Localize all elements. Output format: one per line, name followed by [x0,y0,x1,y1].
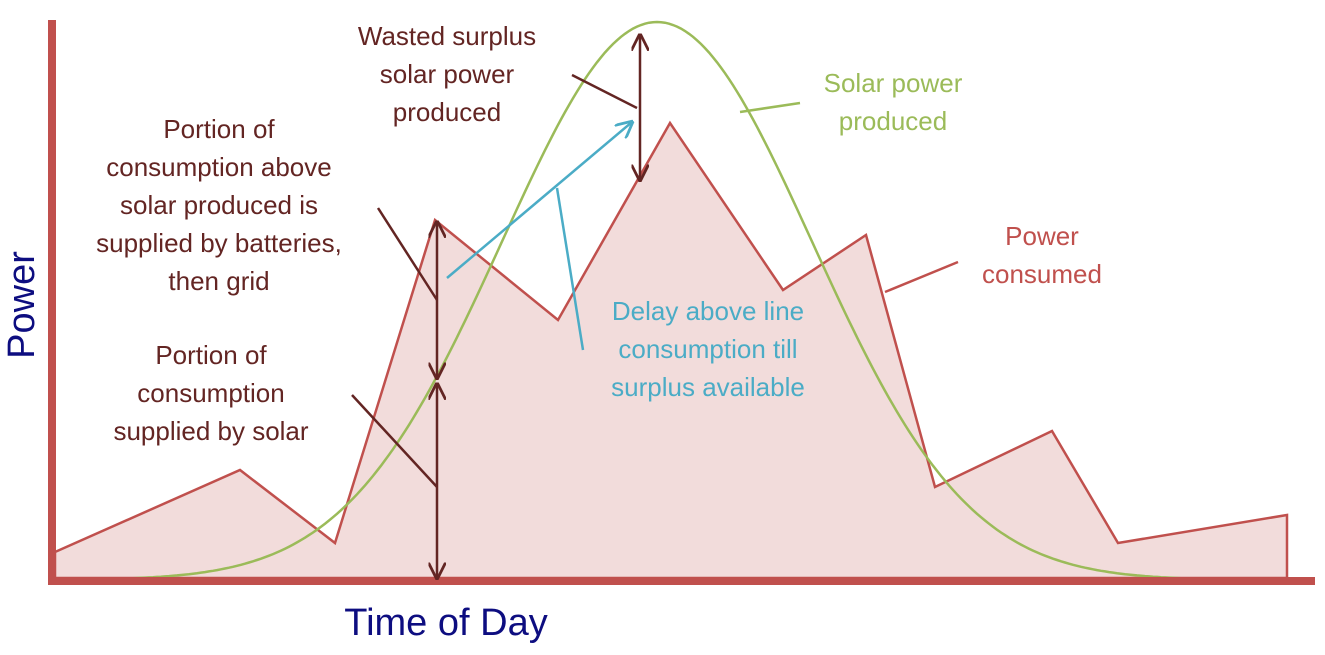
leader [571,73,638,110]
annotation-line: supplied by batteries, [96,228,342,258]
leader [555,187,585,351]
annotation-line: consumption [137,378,284,408]
annotation-line: consumption till [618,334,797,364]
annotation-line: solar produced is [120,190,318,220]
annotation-line: surplus available [611,372,805,402]
leader [884,260,959,294]
leader [376,207,439,301]
annotation-line: produced [393,97,501,127]
consumption-area [53,120,1289,580]
leader [351,394,438,488]
annotation-line: Power [1005,221,1079,251]
arrow [446,122,632,279]
solar-curve [124,20,1202,581]
annotation-line: Delay above line [612,296,804,326]
annotation-line: Portion of [163,114,275,144]
annotation-line: consumption above [106,152,331,182]
y-axis-label: Power [1,251,43,359]
x-axis-label: Time of Day [344,602,547,644]
annotation-line: Portion of [155,340,267,370]
annotation-line: consumed [982,259,1102,289]
annotation-line: supplied by solar [113,416,308,446]
annotation-line: Wasted surplus [358,21,536,51]
annotation-line: then grid [168,266,269,296]
annotation-line: produced [839,106,947,136]
leader [739,101,801,114]
annotation-line: Solar power [824,68,963,98]
annotation-line: solar power [380,59,515,89]
